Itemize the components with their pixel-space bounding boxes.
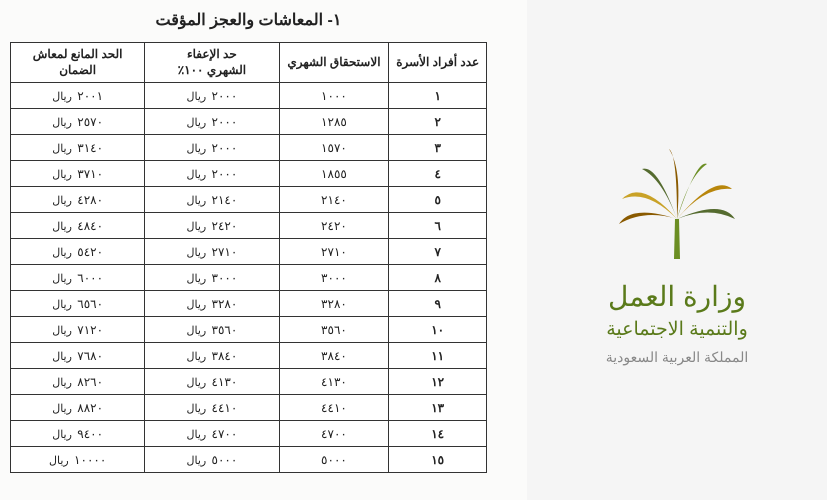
cell-limit: ٩٤٠٠ ريال [11,421,145,447]
cell-monthly: ١٢٨٥ [279,109,389,135]
table-header-row: عدد أفراد الأسرة الاستحقاق الشهري حد الإ… [11,43,487,83]
cell-limit: ٢٠٠١ ريال [11,83,145,109]
cell-monthly: ٣٥٦٠ [279,317,389,343]
cell-monthly: ٤١٣٠ [279,369,389,395]
table-row: ٩٣٢٨٠٣٢٨٠ ريال٦٥٦٠ ريال [11,291,487,317]
section-title: ١- المعاشات والعجز المؤقت [10,10,487,30]
col-header-family: عدد أفراد الأسرة [389,43,487,83]
cell-monthly: ١٨٥٥ [279,161,389,187]
table-row: ١١٣٨٤٠٣٨٤٠ ريال٧٦٨٠ ريال [11,343,487,369]
cell-exempt: ٤١٣٠ ريال [145,369,279,395]
cell-family: ١٥ [389,447,487,473]
cell-monthly: ١٠٠٠ [279,83,389,109]
cell-family: ١٣ [389,395,487,421]
cell-exempt: ٤٤١٠ ريال [145,395,279,421]
cell-exempt: ٢٠٠٠ ريال [145,83,279,109]
cell-limit: ٧٦٨٠ ريال [11,343,145,369]
cell-family: ٨ [389,265,487,291]
cell-family: ٥ [389,187,487,213]
cell-exempt: ٣٥٦٠ ريال [145,317,279,343]
palm-tree-icon [612,134,742,264]
cell-limit: ١٠٠٠٠ ريال [11,447,145,473]
cell-monthly: ٢٤٢٠ [279,213,389,239]
col-header-exempt: حد الإعفاءالشهري ١٠٠٪ [145,43,279,83]
cell-exempt: ٢٠٠٠ ريال [145,109,279,135]
cell-exempt: ٢٤٢٠ ريال [145,213,279,239]
table-row: ١٠٣٥٦٠٣٥٦٠ ريال٧١٢٠ ريال [11,317,487,343]
table-row: ٧٢٧١٠٢٧١٠ ريال٥٤٢٠ ريال [11,239,487,265]
cell-monthly: ٣٠٠٠ [279,265,389,291]
cell-limit: ٣١٤٠ ريال [11,135,145,161]
cell-exempt: ٥٠٠٠ ريال [145,447,279,473]
cell-monthly: ٤٧٠٠ [279,421,389,447]
cell-limit: ٨٢٦٠ ريال [11,369,145,395]
table-row: ١٣٤٤١٠٤٤١٠ ريال٨٨٢٠ ريال [11,395,487,421]
country-name: المملكة العربية السعودية [606,349,749,366]
table-row: ٤١٨٥٥٢٠٠٠ ريال٣٧١٠ ريال [11,161,487,187]
cell-limit: ٢٥٧٠ ريال [11,109,145,135]
cell-limit: ٦٥٦٠ ريال [11,291,145,317]
cell-monthly: ٢١٤٠ [279,187,389,213]
cell-exempt: ٢٠٠٠ ريال [145,161,279,187]
cell-family: ١٢ [389,369,487,395]
table-row: ٢١٢٨٥٢٠٠٠ ريال٢٥٧٠ ريال [11,109,487,135]
cell-family: ٤ [389,161,487,187]
cell-exempt: ٢٠٠٠ ريال [145,135,279,161]
table-row: ١٢٤١٣٠٤١٣٠ ريال٨٢٦٠ ريال [11,369,487,395]
cell-family: ١٤ [389,421,487,447]
cell-exempt: ٣٢٨٠ ريال [145,291,279,317]
cell-limit: ٤٨٤٠ ريال [11,213,145,239]
cell-exempt: ٣٨٤٠ ريال [145,343,279,369]
cell-monthly: ٥٠٠٠ [279,447,389,473]
cell-family: ٩ [389,291,487,317]
ministry-name-line2: والتنمية الاجتماعية [606,318,748,341]
table-panel: ١- المعاشات والعجز المؤقت عدد أفراد الأس… [0,0,527,500]
table-row: ١٥٥٠٠٠٥٠٠٠ ريال١٠٠٠٠ ريال [11,447,487,473]
cell-limit: ٥٤٢٠ ريال [11,239,145,265]
cell-monthly: ١٥٧٠ [279,135,389,161]
cell-monthly: ٣٢٨٠ [279,291,389,317]
cell-family: ٦ [389,213,487,239]
ministry-logo-panel: وزارة العمل والتنمية الاجتماعية المملكة … [527,0,827,500]
cell-limit: ٣٧١٠ ريال [11,161,145,187]
cell-monthly: ٤٤١٠ [279,395,389,421]
table-row: ١٤٤٧٠٠٤٧٠٠ ريال٩٤٠٠ ريال [11,421,487,447]
table-row: ٣١٥٧٠٢٠٠٠ ريال٣١٤٠ ريال [11,135,487,161]
cell-exempt: ٢٧١٠ ريال [145,239,279,265]
cell-family: ١١ [389,343,487,369]
cell-family: ٧ [389,239,487,265]
cell-monthly: ٢٧١٠ [279,239,389,265]
cell-monthly: ٣٨٤٠ [279,343,389,369]
ministry-name-line1: وزارة العمل [608,279,746,315]
cell-limit: ٧١٢٠ ريال [11,317,145,343]
cell-family: ٢ [389,109,487,135]
cell-limit: ٨٨٢٠ ريال [11,395,145,421]
col-header-limit: الحد المانع لمعاشالضمان [11,43,145,83]
cell-family: ٣ [389,135,487,161]
table-row: ٦٢٤٢٠٢٤٢٠ ريال٤٨٤٠ ريال [11,213,487,239]
col-header-monthly: الاستحقاق الشهري [279,43,389,83]
cell-limit: ٦٠٠٠ ريال [11,265,145,291]
table-row: ١١٠٠٠٢٠٠٠ ريال٢٠٠١ ريال [11,83,487,109]
pensions-table: عدد أفراد الأسرة الاستحقاق الشهري حد الإ… [10,42,487,473]
table-row: ٨٣٠٠٠٣٠٠٠ ريال٦٠٠٠ ريال [11,265,487,291]
cell-family: ١٠ [389,317,487,343]
cell-family: ١ [389,83,487,109]
table-row: ٥٢١٤٠٢١٤٠ ريال٤٢٨٠ ريال [11,187,487,213]
cell-exempt: ٤٧٠٠ ريال [145,421,279,447]
cell-exempt: ٢١٤٠ ريال [145,187,279,213]
cell-limit: ٤٢٨٠ ريال [11,187,145,213]
cell-exempt: ٣٠٠٠ ريال [145,265,279,291]
